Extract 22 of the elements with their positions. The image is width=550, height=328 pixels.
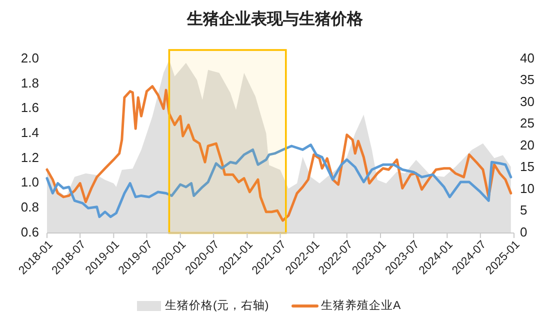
- y2-tick-label: 30: [520, 94, 534, 109]
- y-tick-label: 1.0: [20, 174, 39, 190]
- y2-tick-label: 35: [520, 72, 534, 88]
- y2-tick-label: 25: [520, 116, 534, 131]
- y-tick-label: 1.4: [20, 125, 39, 140]
- y-tick-label: 1.2: [20, 150, 39, 165]
- y-tick-label: 0.6: [20, 224, 39, 240]
- y2-tick-label: 0: [520, 224, 528, 240]
- y-tick-label: 2.0: [20, 50, 39, 66]
- y2-tick-label: 5: [520, 202, 528, 218]
- y2-tick-label: 20: [520, 137, 534, 152]
- y2-tick-label: 15: [520, 159, 534, 174]
- chart-title: 生猪企业表现与生猪价格: [186, 10, 364, 28]
- legend-label: 生猪养殖企业A: [321, 298, 401, 312]
- y-tick-label: 0.8: [20, 200, 39, 215]
- y-tick-label: 1.8: [20, 75, 39, 90]
- line-series: [46, 144, 512, 218]
- y-tick-label: 1.6: [20, 100, 39, 116]
- y2-tick-label: 10: [520, 180, 534, 196]
- legend-label: 生猪价格(元，右轴): [165, 299, 269, 312]
- line-series: [46, 85, 512, 222]
- y2-tick-label: 40: [520, 50, 534, 66]
